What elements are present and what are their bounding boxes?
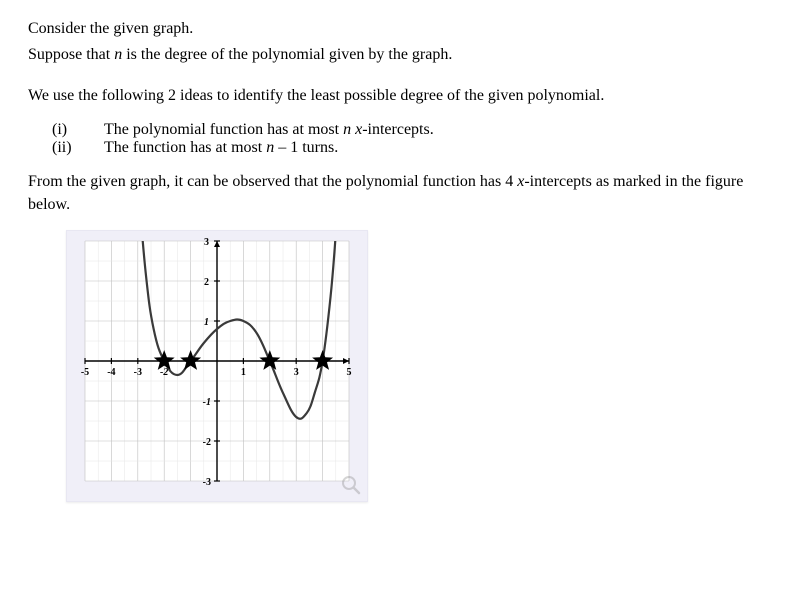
p2-suffix: is the degree of the polynomial given by… — [122, 46, 452, 63]
svg-text:5: 5 — [347, 367, 352, 378]
svg-text:-3: -3 — [134, 367, 142, 378]
list-item-1: (i) The polynomial function has at most … — [52, 121, 770, 139]
paragraph-2: Suppose that n is the degree of the poly… — [28, 44, 770, 66]
li1-a: The polynomial function has at most — [104, 121, 343, 138]
svg-text:-5: -5 — [81, 367, 89, 378]
svg-text:-2: -2 — [160, 367, 168, 378]
polynomial-chart: -5 -4 -3 1 3 5 -2 3 2 1 -2 -3 -1 — [66, 230, 368, 502]
li2-var: n — [266, 139, 274, 156]
li2-a: The function has at most — [104, 139, 266, 156]
chart-svg: -5 -4 -3 1 3 5 -2 3 2 1 -2 -3 -1 — [67, 231, 367, 501]
svg-text:3: 3 — [204, 237, 209, 248]
svg-text:-1: -1 — [203, 397, 211, 408]
idea-list: (i) The polynomial function has at most … — [52, 121, 770, 157]
svg-text:1: 1 — [204, 317, 209, 328]
paragraph-4: From the given graph, it can be observed… — [28, 171, 770, 216]
p2-prefix: Suppose that — [28, 46, 114, 63]
list-item-2: (ii) The function has at most n – 1 turn… — [52, 139, 770, 157]
li1-b: -intercepts. — [362, 121, 434, 138]
svg-text:2: 2 — [204, 277, 209, 288]
li1-var: n x — [343, 121, 362, 138]
li2-b: – 1 turns. — [274, 139, 338, 156]
paragraph-1: Consider the given graph. — [28, 18, 770, 40]
list-text-2: The function has at most n – 1 turns. — [104, 139, 338, 157]
svg-text:-2: -2 — [203, 437, 211, 448]
svg-text:-4: -4 — [107, 367, 115, 378]
paragraph-3: We use the following 2 ideas to identify… — [28, 85, 770, 107]
magnifier-icon — [341, 475, 361, 495]
svg-text:-3: -3 — [203, 477, 211, 488]
list-num-2: (ii) — [52, 139, 104, 157]
p4-a: From the given graph, it can be observed… — [28, 173, 517, 190]
list-num-1: (i) — [52, 121, 104, 139]
svg-text:1: 1 — [241, 367, 246, 378]
svg-text:3: 3 — [294, 367, 299, 378]
list-text-1: The polynomial function has at most n x-… — [104, 121, 434, 139]
